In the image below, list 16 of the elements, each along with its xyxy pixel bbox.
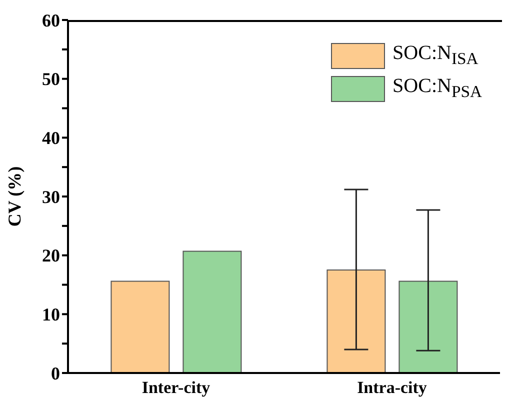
bar [398,280,458,373]
y-axis-title: CV (%) [4,166,24,227]
x-tick-label: Inter-city [142,378,211,398]
y-tick-label: 40 [42,128,60,148]
legend-label: SOC:N$_{ISA}$ [392,42,478,69]
y-tick-label: 60 [42,10,60,30]
bar [110,280,170,373]
y-tick-label: 20 [42,246,60,266]
bar [326,270,386,373]
legend-label: SOC:N$_{PSA}$ [392,75,482,102]
y-tick-label: 30 [42,186,60,207]
y-tick-label: 0 [51,363,60,384]
bar [182,250,242,373]
y-tick-label: 10 [42,304,60,325]
x-tick-label: Intra-city [357,378,428,398]
y-tick-label: 50 [42,69,60,90]
